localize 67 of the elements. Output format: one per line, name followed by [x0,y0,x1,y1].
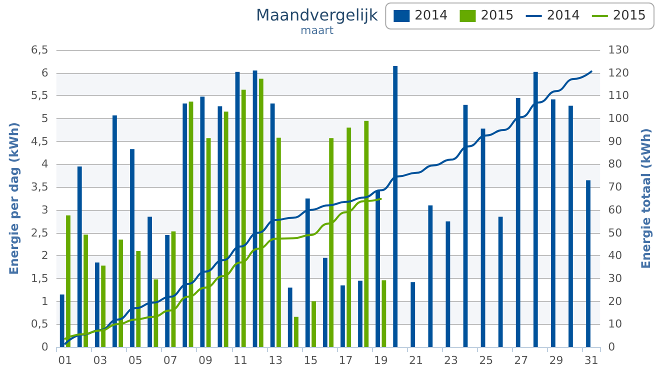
y2-tick-label: 30 [608,272,622,285]
x-tick-label: 03 [93,354,108,367]
legend-label: 2015 [612,8,646,24]
y-axis-title: Energie per dag (kWh) [7,122,21,275]
bar [294,316,298,347]
y2-tick-label: 90 [608,134,622,148]
bar [358,280,362,347]
x-tick-label: 09 [198,354,212,367]
x-tick-label: 13 [268,354,283,367]
y2-axis-title: Energie totaal (kWh) [639,128,653,269]
bar [568,106,573,347]
y2-tick-label: 20 [608,294,622,308]
y2-tick-label: 50 [608,226,622,240]
y2-tick-label: 10 [608,318,622,331]
bar [428,205,433,347]
x-tick-label: 11 [234,354,248,367]
y2-tick-label: 60 [608,203,622,216]
y-tick-label: 1,5 [30,272,48,285]
y-tick-label: 5,5 [30,89,48,102]
y-tick-label: 6,5 [30,44,48,56]
y-tick-label: 2 [41,249,48,262]
y2-tick-label: 130 [608,44,630,56]
y2-tick-label: 0 [608,340,616,354]
x-tick-label: 05 [128,354,142,367]
y-tick-label: 0 [41,340,48,354]
bar [382,280,386,347]
x-tick-label: 15 [304,354,318,367]
y-tick-label: 3 [41,203,48,216]
x-tick-label: 27 [514,354,528,367]
line-series [64,70,592,345]
y-tick-label: 3,5 [30,180,48,194]
chart-subtitle: maart [300,24,334,37]
y2-tick-label: 70 [608,180,622,194]
bar [322,258,328,347]
y-tick-label: 6 [41,66,48,80]
x-tick-label: 01 [58,354,72,367]
bar [340,285,345,347]
x-tick-label: 29 [549,354,564,367]
chart-title: Maandvergelijk [256,6,379,24]
x-tick-label: 21 [408,354,423,367]
x-tick-label: 25 [479,354,494,367]
y2-tick-label: 100 [608,112,630,126]
x-tick-label: 17 [338,354,353,367]
y-tick-label: 5 [41,112,48,126]
bar [586,180,590,347]
bar [550,99,556,347]
bar [312,301,316,347]
bar [446,221,450,347]
bar [288,288,292,347]
x-tick-label: 31 [584,354,598,367]
y2-tick-label: 120 [608,66,630,80]
legend-label: 2014 [414,8,448,24]
y-tick-label: 0,5 [30,318,48,331]
x-tick-label: 23 [444,354,458,367]
y-tick-label: 4,5 [30,134,48,148]
y-tick-label: 4 [41,158,48,171]
x-tick-label: 19 [374,354,388,367]
y2-tick-label: 40 [608,249,622,262]
legend-label: 2015 [480,8,514,24]
bar [498,216,503,347]
bar [410,282,416,347]
y2-tick-label: 110 [608,89,630,102]
y-tick-label: 2,5 [30,226,48,240]
y2-tick-label: 80 [608,158,622,171]
y-tick-label: 1 [41,294,48,308]
legend-label: 2014 [546,8,580,24]
x-tick-label: 07 [163,354,178,367]
